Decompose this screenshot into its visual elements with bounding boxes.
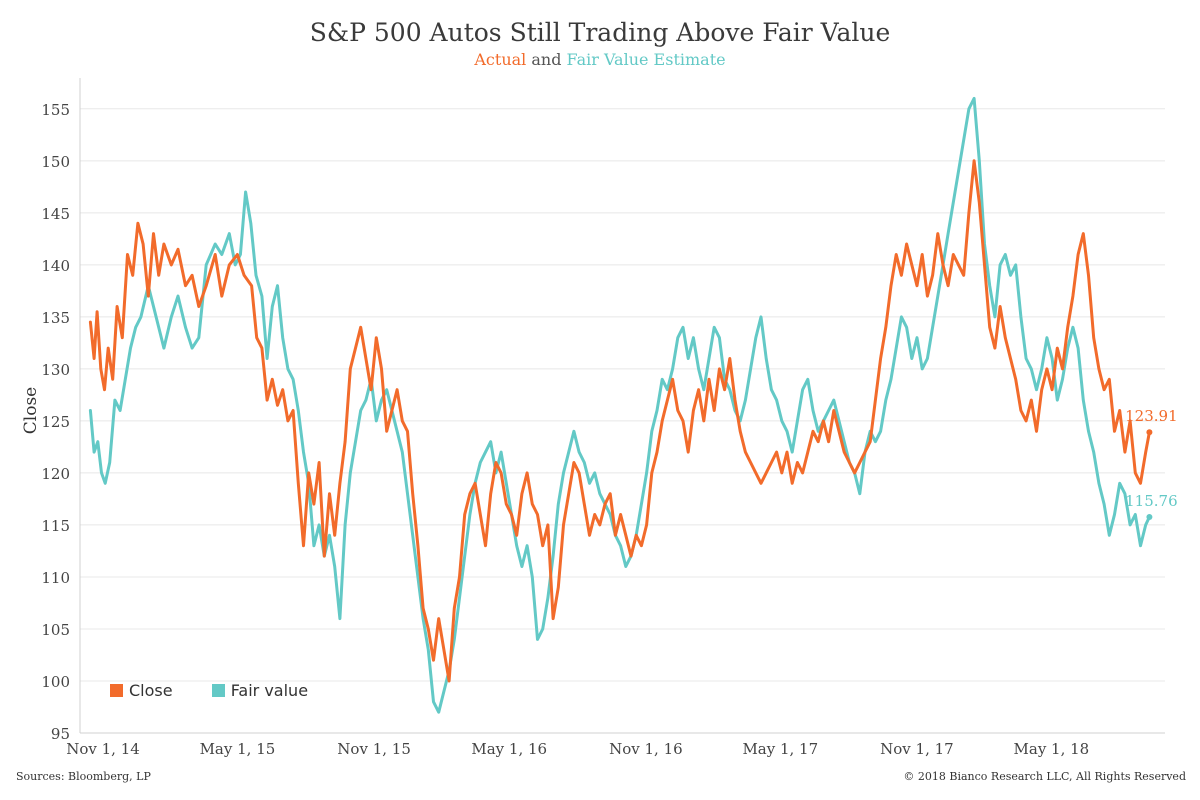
- y-tick-label: 120: [41, 465, 70, 483]
- y-tick-label: 135: [41, 309, 70, 327]
- x-tick-label: Nov 1, 16: [609, 740, 683, 758]
- y-tick-label: 140: [41, 257, 70, 275]
- legend-swatch-fair-value: [211, 684, 225, 697]
- legend-item-fair-value: Fair value: [211, 681, 309, 700]
- y-tick-label: 110: [41, 569, 70, 587]
- legend-item-close: Close: [110, 681, 173, 700]
- copyright-note: © 2018 Bianco Research LLC, All Rights R…: [903, 770, 1186, 783]
- y-tick-label: 100: [41, 673, 70, 691]
- legend-label-fair-value: Fair value: [230, 681, 309, 700]
- subtitle-and: and: [526, 50, 567, 69]
- source-note: Sources: Bloomberg, LP: [16, 770, 151, 783]
- y-tick-label: 105: [41, 621, 70, 639]
- end-point-fair-value: [1146, 514, 1153, 521]
- end-labels: 115.76 123.91: [1125, 407, 1178, 521]
- y-tick-label: 150: [41, 153, 70, 171]
- chart-legend: Close Fair value: [110, 681, 342, 701]
- x-tick-label: Nov 1, 14: [66, 740, 140, 758]
- x-tick-label: Nov 1, 15: [337, 740, 411, 758]
- y-tick-label: 125: [41, 413, 70, 431]
- x-tick-label: Nov 1, 17: [880, 740, 954, 758]
- series-line-fair-value: [88, 96, 1151, 714]
- x-tick-label: May 1, 17: [742, 740, 818, 758]
- chart-title: S&P 500 Autos Still Trading Above Fair V…: [309, 18, 891, 47]
- subtitle-actual: Actual: [474, 50, 527, 69]
- legend-swatch-close: [110, 684, 123, 697]
- chart-subtitle: Actual and Fair Value Estimate: [0, 50, 1200, 69]
- legend-label-close: Close: [129, 681, 173, 700]
- x-tick-label: May 1, 15: [200, 740, 276, 758]
- y-axis-title: Close: [21, 387, 41, 434]
- x-tick-label: May 1, 18: [1014, 740, 1090, 758]
- end-label-fair-value: 115.76: [1125, 492, 1178, 510]
- axes: 95 100 105 110 115 120 125 130 135 140 145 150 155 Cl…: [21, 78, 1165, 758]
- y-tick-label: 115: [41, 517, 70, 535]
- series-lines: [88, 96, 1151, 714]
- x-tick-label: May 1, 16: [471, 740, 547, 758]
- y-tick-label: 155: [41, 101, 70, 119]
- y-tick-label: 145: [41, 205, 70, 223]
- series-line-close: [88, 159, 1151, 683]
- grid-lines: [80, 108, 1165, 734]
- subtitle-fair-value: Fair Value Estimate: [566, 50, 726, 69]
- y-tick-label: 95: [51, 725, 70, 743]
- end-point-close: [1146, 429, 1153, 436]
- y-tick-label: 130: [41, 361, 70, 379]
- end-label-close: 123.91: [1125, 407, 1178, 425]
